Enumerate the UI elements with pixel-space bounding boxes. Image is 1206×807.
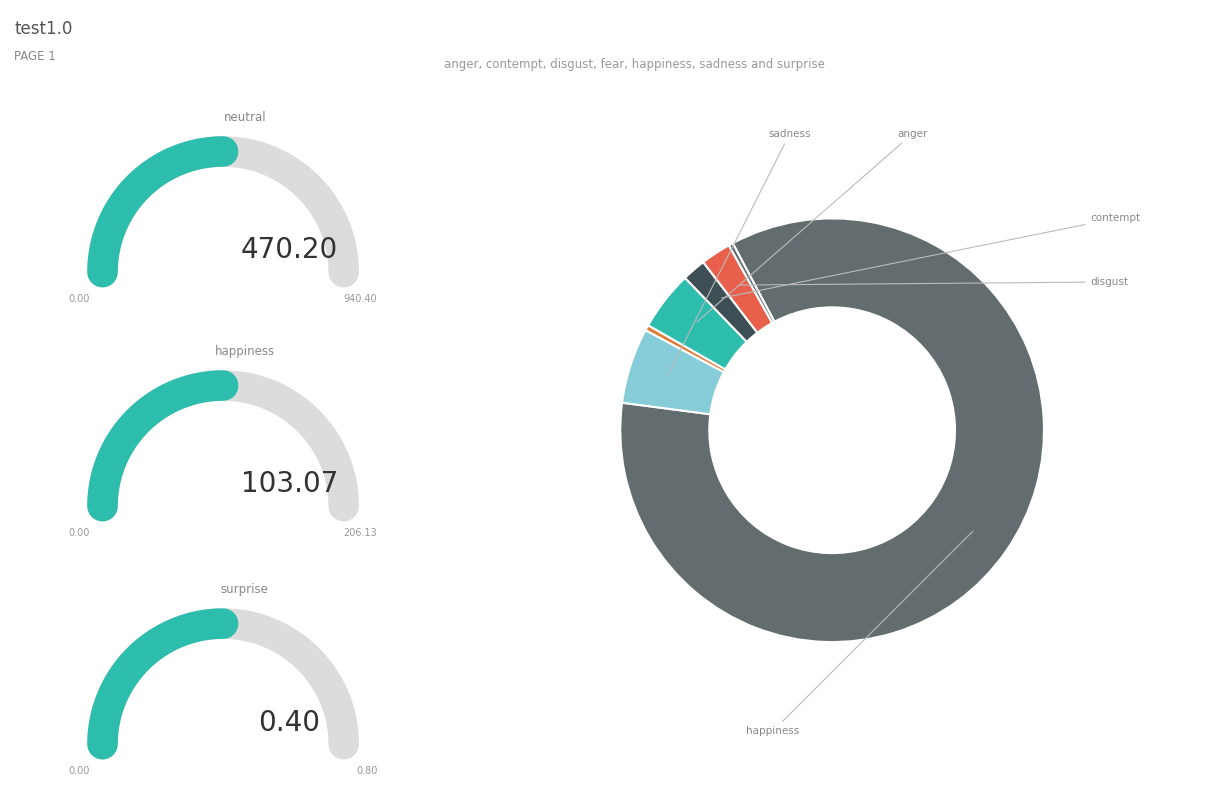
Wedge shape [703,245,772,332]
Text: happiness: happiness [215,345,275,358]
Text: anger: anger [697,128,927,322]
Text: 0.80: 0.80 [356,766,377,776]
Text: surprise: surprise [221,583,269,596]
Wedge shape [685,262,757,342]
Text: neutral: neutral [223,111,267,124]
Wedge shape [648,278,747,370]
Wedge shape [620,219,1044,642]
Text: 0.40: 0.40 [258,709,321,737]
Text: 103.07: 103.07 [241,470,338,499]
Text: anger, contempt, disgust, fear, happiness, sadness and surprise: anger, contempt, disgust, fear, happines… [444,58,825,71]
Text: disgust: disgust [739,277,1129,287]
Text: PAGE 1: PAGE 1 [14,50,57,63]
Text: happiness: happiness [747,531,973,736]
Text: 206.13: 206.13 [344,528,377,537]
Text: test1.0: test1.0 [14,20,72,38]
Wedge shape [622,330,724,414]
Text: sadness: sadness [668,128,810,374]
Text: 470.20: 470.20 [241,236,338,265]
Wedge shape [645,325,726,372]
Text: 0.00: 0.00 [69,294,90,303]
Text: 0.00: 0.00 [69,528,90,537]
Text: 0.00: 0.00 [69,766,90,776]
Text: 940.40: 940.40 [344,294,377,303]
Wedge shape [728,243,774,323]
Text: contempt: contempt [721,213,1141,298]
